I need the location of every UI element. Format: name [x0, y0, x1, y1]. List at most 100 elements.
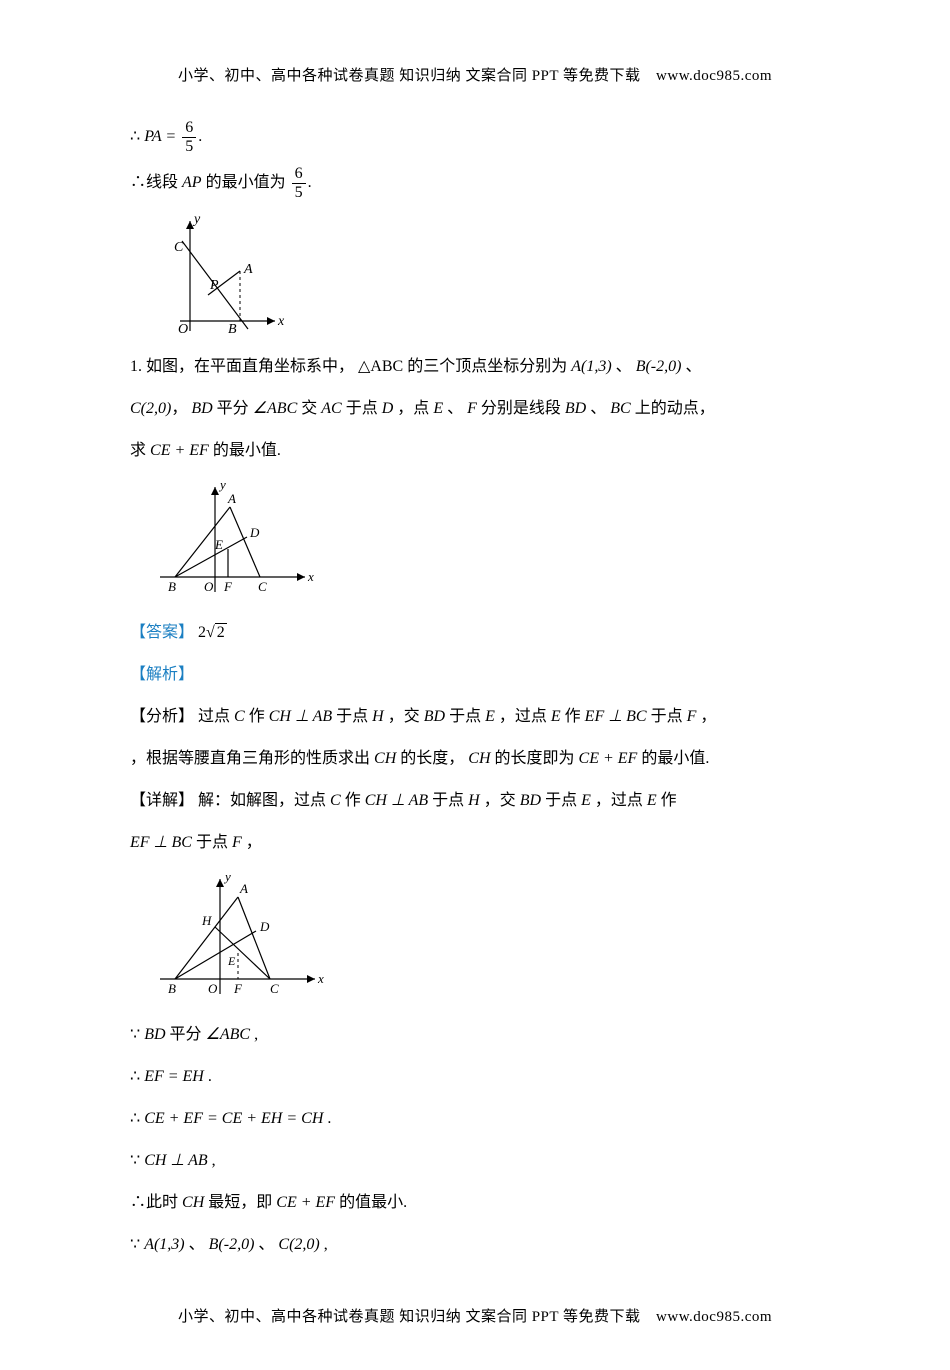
xiangjie-line-2: EF ⊥ BC 于点 F ，	[130, 827, 820, 859]
p1-angle: ∠ABC	[206, 1026, 251, 1043]
sep4: 、	[590, 400, 606, 417]
problem-t10: 的最小值.	[213, 442, 281, 459]
answer-line: 【答案】 2√2	[130, 617, 820, 649]
svg-text:O: O	[208, 981, 218, 996]
period: .	[198, 128, 202, 145]
xj-e: E	[581, 792, 591, 809]
step-ap-min: ∴线段 AP 的最小值为 6 5 .	[130, 165, 820, 201]
therefore-3: ∴	[130, 1110, 140, 1127]
angle-abc: ∠ABC	[253, 400, 298, 417]
therefore-5: ∴此时	[130, 1194, 178, 1211]
p5-ch: CH	[182, 1194, 204, 1211]
ac: AC	[321, 400, 341, 417]
frac-den: 5	[182, 138, 196, 156]
p6-c: C(2,0)	[278, 1236, 319, 1253]
p2-eq: EF = EH	[144, 1068, 204, 1085]
sep2: 、	[685, 358, 701, 375]
svg-text:x: x	[307, 569, 314, 584]
comma3: ，	[246, 834, 262, 851]
fenxi-t11: 的长度即为	[495, 750, 575, 767]
svg-text:x: x	[317, 971, 324, 986]
coord-c: C(2,0)	[130, 400, 171, 417]
period-b: .	[308, 174, 312, 191]
sep6b: 、	[258, 1236, 274, 1253]
xj-chab: CH ⊥ AB	[365, 792, 428, 809]
bd: BD	[191, 400, 212, 417]
p5-text2: 的值最小.	[339, 1194, 407, 1211]
sqrt-icon: √2	[206, 617, 227, 649]
text-mid: 的最小值为	[206, 174, 286, 191]
diagram-1: O y x C P A B	[150, 211, 820, 341]
ce-ef: CE + EF	[150, 442, 209, 459]
sep3: 、	[447, 400, 463, 417]
f: F	[467, 400, 477, 417]
diagram-3-svg: O y x A B C D E F H	[150, 869, 330, 1009]
diagram-2-svg: O y x A B C D E F	[150, 477, 320, 607]
proof-6: ∵ A(1,3) 、 B(-2,0) 、 C(2,0) ,	[130, 1229, 820, 1261]
svg-text:B: B	[168, 981, 176, 996]
svg-text:A: A	[239, 881, 248, 896]
svg-text:E: E	[214, 537, 223, 552]
fenxi-t10: 的长度，	[400, 750, 464, 767]
answer-rad: 2	[215, 623, 227, 641]
p5-ceef: CE + EF	[276, 1194, 335, 1211]
xj-f: F	[232, 834, 242, 851]
fenxi-c: C	[234, 708, 245, 725]
p2-end: .	[208, 1068, 212, 1085]
bc: BC	[610, 400, 630, 417]
svg-text:F: F	[233, 981, 243, 996]
step-pa: ∴ PA = 6 5 .	[130, 119, 820, 155]
svg-text:A: A	[243, 262, 253, 277]
svg-text:E: E	[227, 954, 236, 968]
svg-text:D: D	[259, 919, 270, 934]
xj-t4: ，交	[484, 792, 516, 809]
fenxi-t4: ，交	[388, 708, 420, 725]
frac-6-5: 6 5	[182, 119, 196, 155]
answer-coef: 2	[198, 624, 206, 641]
p4-end: ,	[212, 1152, 216, 1169]
svg-text:y: y	[192, 212, 201, 227]
p4-eq: CH ⊥ AB	[144, 1152, 207, 1169]
fenxi-h: H	[372, 708, 384, 725]
svg-text:C: C	[270, 981, 279, 996]
fenxi-bd: BD	[424, 708, 445, 725]
xj-t2: 作	[345, 792, 361, 809]
e: E	[433, 400, 443, 417]
fenxi-efbc: EF ⊥ BC	[585, 708, 647, 725]
comma2: ，	[700, 708, 716, 725]
page-footer: 小学、初中、高中各种试卷真题 知识归纳 文案合同 PPT 等免费下载 www.d…	[130, 1301, 820, 1330]
fenxi-t5: 于点	[449, 708, 481, 725]
diagram-3: O y x A B C D E F H	[150, 869, 820, 1009]
p6-end: ,	[324, 1236, 328, 1253]
comma1: ，	[171, 400, 187, 417]
fenxi-t1: 过点	[198, 708, 230, 725]
svg-text:O: O	[204, 579, 214, 594]
xj-t7: 作	[661, 792, 677, 809]
xiangjie-t1: 解：如解图，过点	[198, 792, 326, 809]
svg-text:C: C	[258, 579, 267, 594]
d: D	[382, 400, 394, 417]
problem-number: 1.	[130, 358, 142, 375]
svg-text:B: B	[168, 579, 176, 594]
svg-text:C: C	[174, 240, 184, 255]
because-4: ∵	[130, 1152, 140, 1169]
problem-t3: 平分	[217, 400, 249, 417]
sep6a: 、	[189, 1236, 205, 1253]
fenxi-ceef: CE + EF	[579, 750, 638, 767]
svg-text:H: H	[201, 913, 212, 928]
frac-num: 6	[182, 119, 196, 138]
svg-text:B: B	[228, 322, 237, 337]
frac-6-5-b: 6 5	[292, 165, 306, 201]
page-container: 小学、初中、高中各种试卷真题 知识归纳 文案合同 PPT 等免费下载 www.d…	[0, 0, 950, 1370]
frac-den-b: 5	[292, 184, 306, 202]
xj-e2: E	[647, 792, 657, 809]
analysis-label: 【解析】	[130, 666, 194, 683]
diagram-2: O y x A B C D E F	[150, 477, 820, 607]
xj-t5: 于点	[545, 792, 577, 809]
p6-b: B(-2,0)	[209, 1236, 255, 1253]
xj-c: C	[330, 792, 341, 809]
fenxi-label: 【分析】	[130, 708, 194, 725]
problem-t4: 交	[301, 400, 317, 417]
p1-end: ,	[254, 1026, 258, 1043]
xj-bd: BD	[520, 792, 541, 809]
